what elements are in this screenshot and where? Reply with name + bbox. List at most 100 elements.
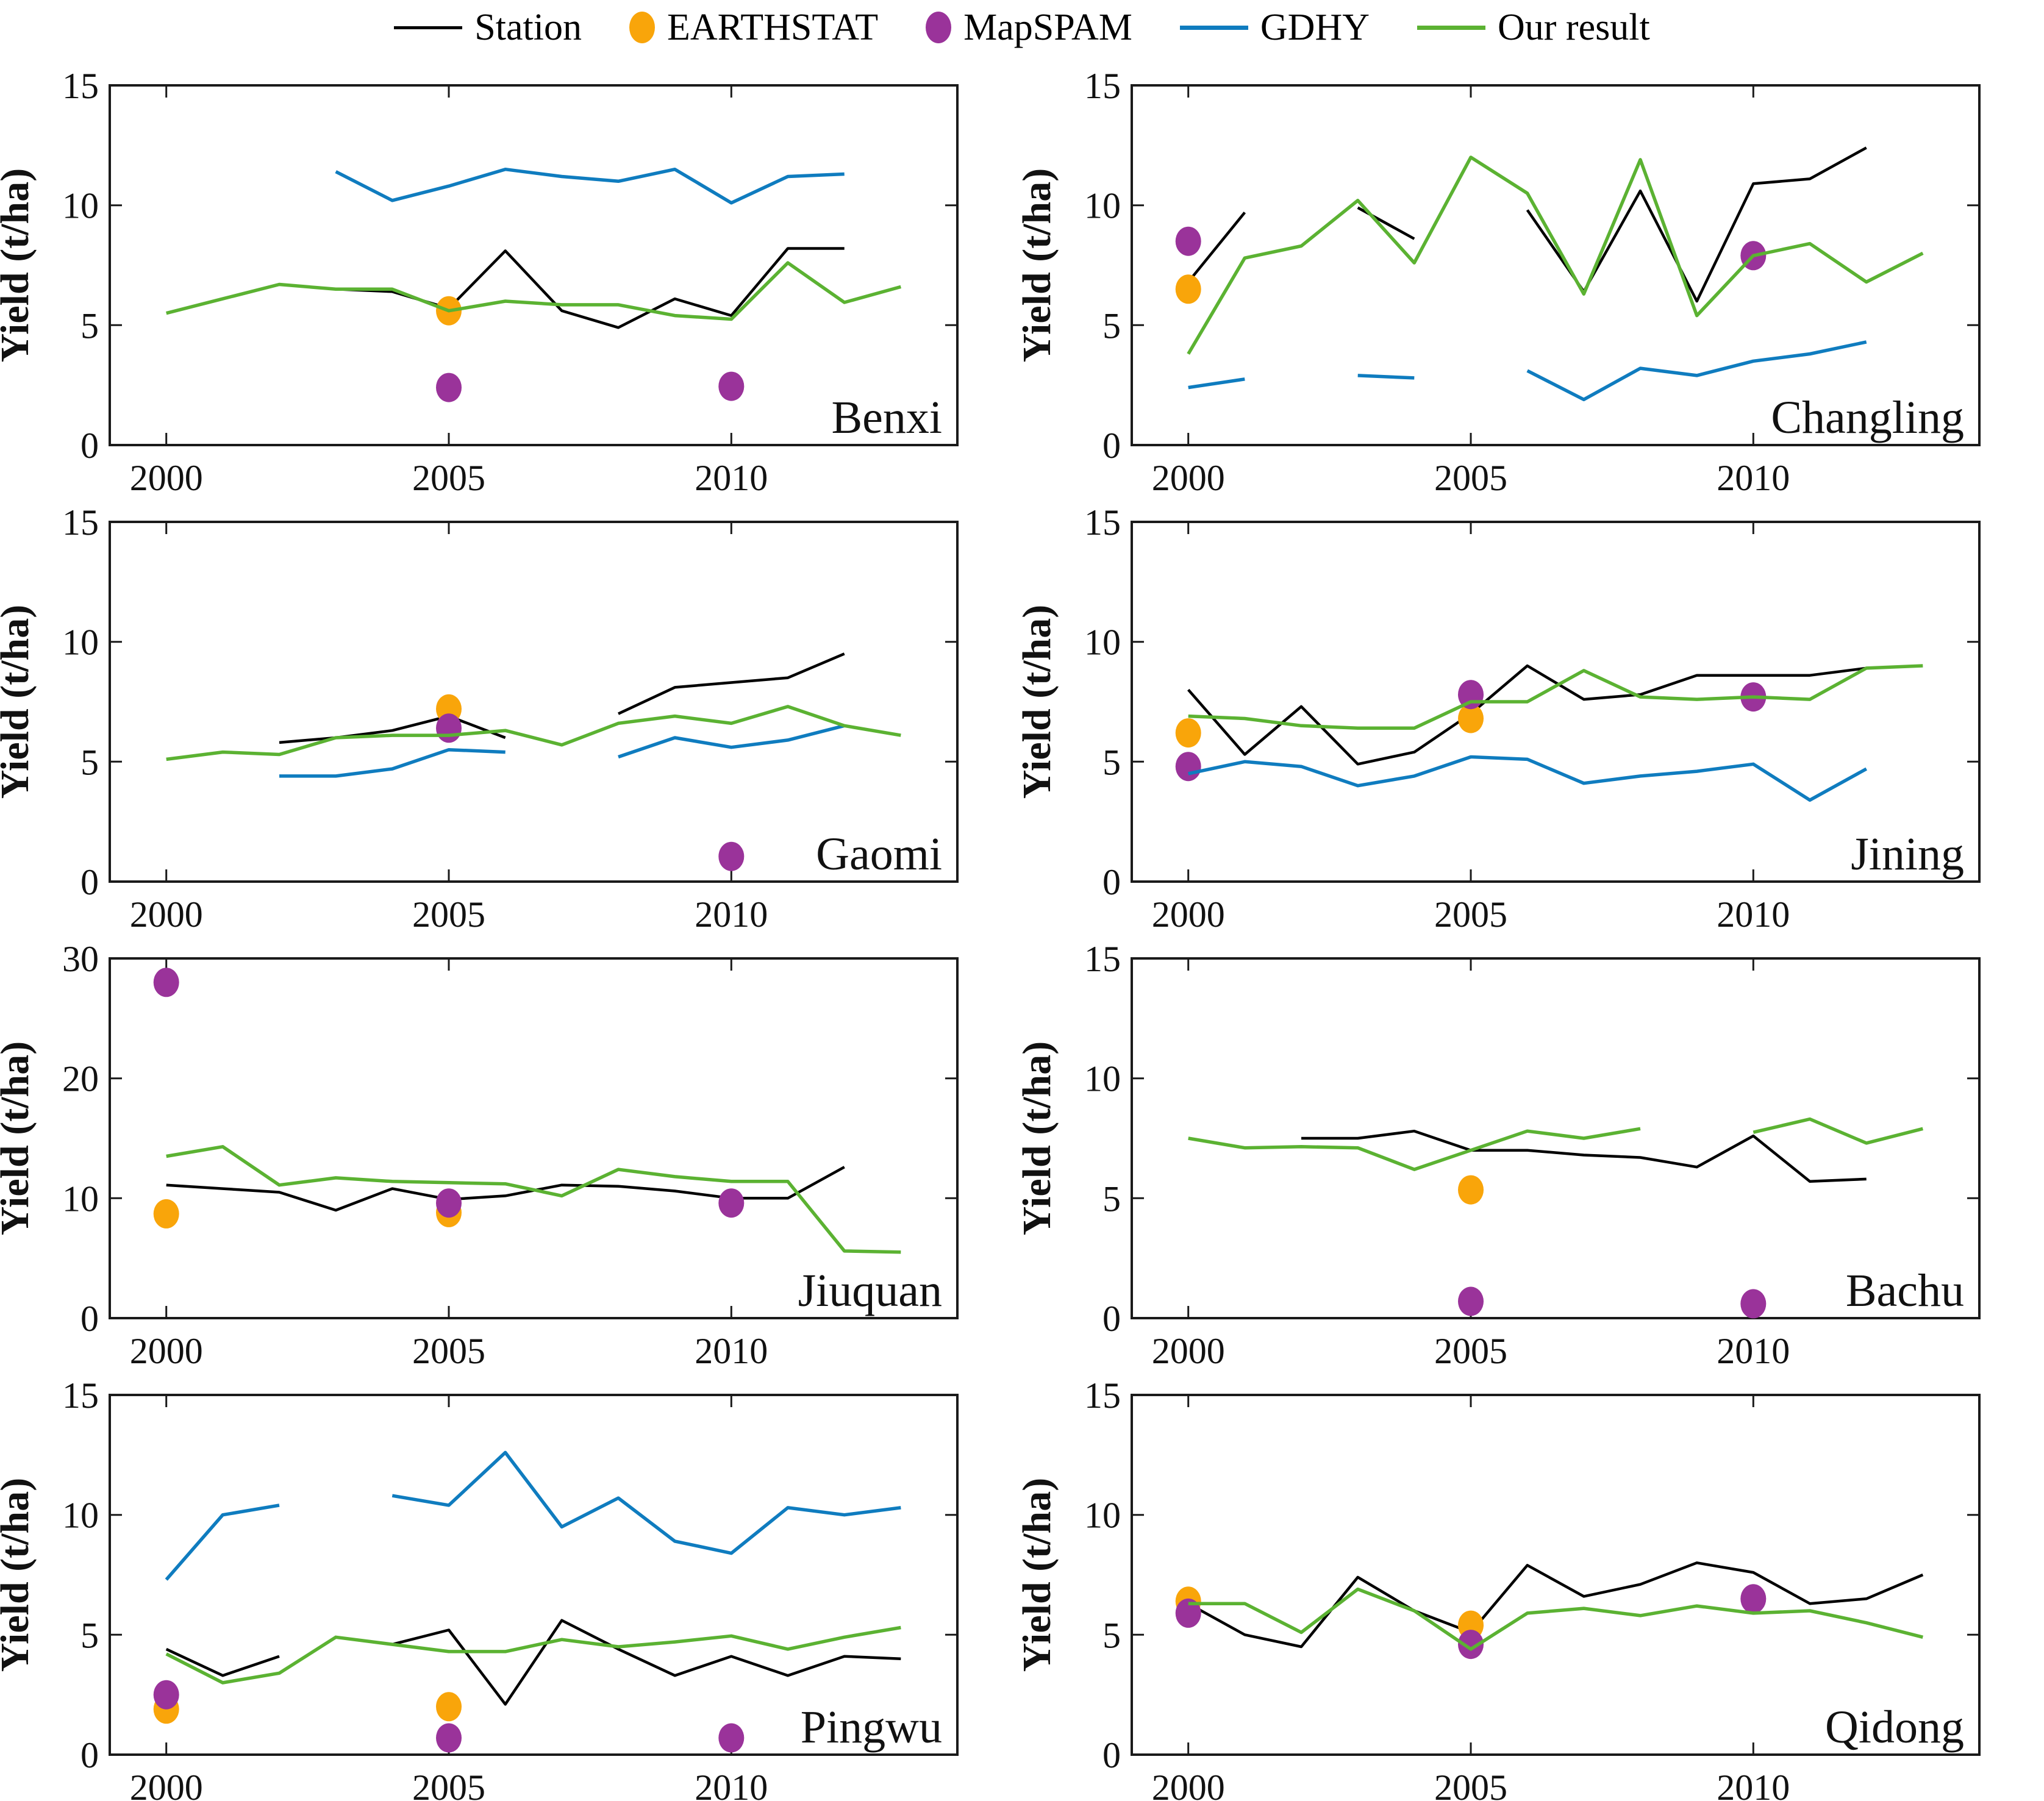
station-line bbox=[1526, 146, 1867, 303]
our-result-line-swatch bbox=[1417, 25, 1486, 30]
our-result-line bbox=[165, 1625, 901, 1685]
y-axis-label: Yield (t/ha) bbox=[0, 168, 37, 362]
panel-title: Jiuquan bbox=[798, 1265, 942, 1316]
x-tick-label: 2000 bbox=[130, 1767, 203, 1801]
mapspam-point bbox=[1740, 1584, 1767, 1614]
gdhy-line bbox=[391, 1450, 901, 1555]
y-tick-label: 5 bbox=[1102, 742, 1121, 782]
y-tick-label: 15 bbox=[1084, 502, 1121, 543]
gdhy-line bbox=[1188, 377, 1245, 390]
y-tick-label: 10 bbox=[1084, 622, 1121, 663]
earthstat-point bbox=[1458, 1175, 1484, 1205]
station-line bbox=[1187, 212, 1246, 283]
y-tick-label: 0 bbox=[1102, 1735, 1121, 1775]
y-tick-label: 0 bbox=[80, 862, 99, 902]
x-tick-label: 2010 bbox=[1717, 1331, 1790, 1364]
y-tick-label: 15 bbox=[1084, 939, 1121, 979]
earthstat-point bbox=[1175, 274, 1201, 304]
x-tick-label: 2000 bbox=[1152, 894, 1225, 928]
y-tick-label: 10 bbox=[1084, 186, 1121, 226]
legend-item-earthstat: EARTHSTAT bbox=[629, 9, 878, 46]
panel-title: Pingwu bbox=[801, 1702, 942, 1753]
gdhy-line bbox=[165, 1503, 280, 1581]
y-axis-label: Yield (t/ha) bbox=[1022, 1478, 1059, 1672]
plot-box bbox=[1131, 1394, 1981, 1756]
subplot-jiuquan: 2000 2005 2010 0 10 20 30 Yield (t/ha) Jiuquan bbox=[0, 928, 1022, 1364]
subplot-qidong: 2000 2005 2010 0 5 10 15 Yield (t/ha) Qidong bbox=[1022, 1364, 2044, 1801]
y-tick-label: 10 bbox=[62, 622, 99, 663]
station-line bbox=[391, 1619, 901, 1706]
subplot-benxi: 2000 2005 2010 0 5 10 15 Yield (t/ha) Benxi bbox=[0, 55, 1022, 491]
y-tick-label: 5 bbox=[80, 305, 99, 346]
plot-box bbox=[109, 957, 959, 1319]
y-tick-label: 0 bbox=[1102, 1299, 1121, 1339]
subplot-grid: 2000 2005 2010 0 5 10 15 Yield (t/ha) Benxi 2000… bbox=[0, 55, 2044, 1801]
gdhy-line bbox=[1357, 374, 1415, 380]
station-line bbox=[1301, 1129, 1867, 1183]
y-tick-label: 5 bbox=[1102, 1179, 1121, 1219]
station-line bbox=[1187, 1561, 1924, 1649]
x-tick-label: 2010 bbox=[695, 894, 768, 928]
x-tick-label: 2005 bbox=[412, 458, 485, 491]
mapspam-point bbox=[1175, 226, 1201, 256]
y-axis-label: Yield (t/ha) bbox=[1022, 605, 1059, 799]
x-tick-label: 2005 bbox=[412, 1767, 485, 1801]
x-tick-label: 2010 bbox=[695, 1331, 768, 1364]
subplot-changling: 2000 2005 2010 0 5 10 15 Yield (t/ha) Changling bbox=[1022, 55, 2044, 491]
gdhy-line-swatch bbox=[1179, 25, 1248, 30]
x-tick-label: 2005 bbox=[1434, 1331, 1507, 1364]
x-tick-label: 2010 bbox=[1717, 894, 1790, 928]
x-tick-label: 2010 bbox=[1717, 1767, 1790, 1801]
y-tick-label: 30 bbox=[62, 939, 99, 979]
station-line bbox=[1187, 664, 1867, 766]
x-tick-label: 2000 bbox=[1152, 458, 1225, 491]
plot-box bbox=[109, 1394, 959, 1756]
x-tick-label: 2000 bbox=[130, 894, 203, 928]
our-result-line bbox=[1188, 1587, 1923, 1651]
x-tick-label: 2005 bbox=[1434, 894, 1507, 928]
earthstat-dot-swatch bbox=[629, 12, 655, 43]
mapspam-point bbox=[436, 1723, 462, 1753]
x-tick-label: 2000 bbox=[1152, 1767, 1225, 1801]
y-tick-label: 10 bbox=[1084, 1496, 1121, 1536]
legend-label-mapspam: MapSPAM bbox=[963, 7, 1132, 48]
legend-label-station: Station bbox=[474, 7, 582, 48]
subplot-jining: 2000 2005 2010 0 5 10 15 Yield (t/ha) Jining bbox=[1022, 491, 2044, 928]
y-tick-label: 15 bbox=[62, 1375, 99, 1416]
plot-box bbox=[1131, 521, 1981, 883]
our-result-line bbox=[1188, 664, 1923, 730]
our-result-line bbox=[1753, 1117, 1923, 1145]
panel-title: Changling bbox=[1771, 392, 1964, 443]
subplot-gaomi: 2000 2005 2010 0 5 10 15 Yield (t/ha) Gaomi bbox=[0, 491, 1022, 928]
plot-box bbox=[109, 84, 959, 446]
x-tick-label: 2005 bbox=[1434, 1767, 1507, 1801]
plot-box bbox=[1131, 84, 1981, 446]
mapspam-point bbox=[436, 713, 462, 743]
mapspam-point bbox=[1175, 1598, 1201, 1628]
y-tick-label: 5 bbox=[80, 742, 99, 782]
panel-title: Gaomi bbox=[816, 829, 942, 880]
plot-box bbox=[109, 521, 959, 883]
mapspam-point bbox=[153, 968, 179, 997]
our-result-line bbox=[1187, 155, 1924, 355]
gdhy-line bbox=[618, 724, 845, 759]
panel-title: Bachu bbox=[1846, 1265, 1964, 1316]
y-axis-label: Yield (t/ha) bbox=[1022, 168, 1059, 362]
mapspam-point bbox=[436, 1188, 462, 1218]
x-tick-label: 2010 bbox=[1717, 458, 1790, 491]
plot-box bbox=[1131, 957, 1981, 1319]
y-tick-label: 15 bbox=[1084, 1375, 1121, 1416]
y-tick-label: 0 bbox=[80, 1299, 99, 1339]
station-line bbox=[279, 715, 506, 744]
legend-item-station: Station bbox=[394, 9, 582, 46]
mapspam-point bbox=[1458, 1286, 1484, 1316]
y-tick-label: 15 bbox=[1084, 66, 1121, 106]
y-tick-label: 10 bbox=[62, 1496, 99, 1536]
legend: Station EARTHSTAT MapSPAM GDHY Our resul… bbox=[0, 0, 2044, 55]
panel-title: Jining bbox=[1851, 829, 1964, 880]
y-tick-label: 5 bbox=[1102, 305, 1121, 346]
y-tick-label: 20 bbox=[62, 1059, 99, 1099]
x-tick-label: 2010 bbox=[695, 458, 768, 491]
mapspam-point bbox=[1458, 1630, 1484, 1660]
